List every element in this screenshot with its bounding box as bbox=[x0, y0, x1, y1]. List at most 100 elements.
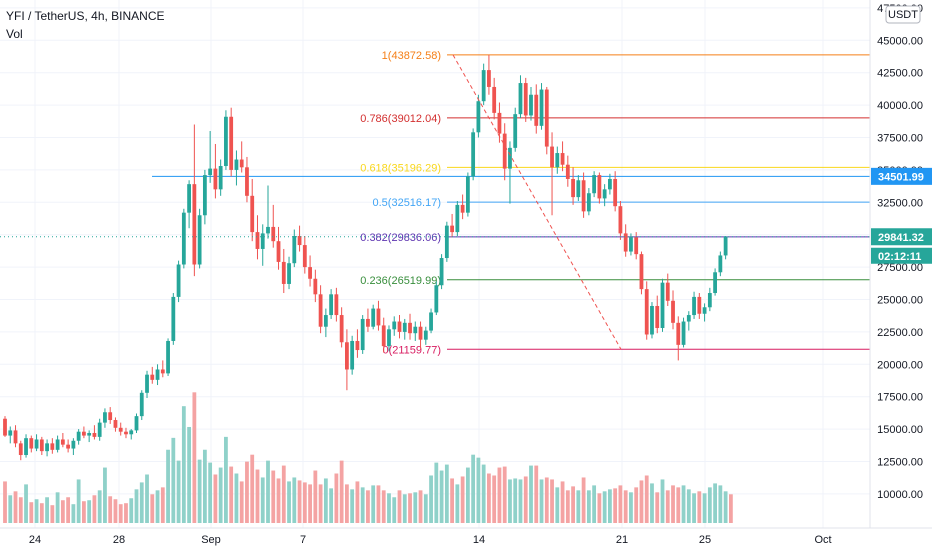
time-tick-label: 7 bbox=[300, 534, 306, 546]
volume-bar bbox=[692, 493, 696, 523]
candle-body bbox=[387, 329, 391, 347]
trend-line bbox=[452, 54, 622, 350]
volume-bar bbox=[455, 484, 460, 523]
candle-body bbox=[250, 195, 255, 233]
volume-bar bbox=[460, 476, 465, 523]
volume-bar bbox=[97, 490, 102, 523]
volume-bar bbox=[492, 475, 497, 523]
price-tick-label: 10000.00 bbox=[877, 489, 923, 501]
volume-bar bbox=[413, 492, 418, 523]
volume-bar bbox=[60, 500, 65, 523]
volume-bar bbox=[444, 464, 449, 523]
candle-body bbox=[218, 166, 223, 190]
volume-bar bbox=[187, 426, 191, 523]
volume-bar bbox=[429, 475, 433, 523]
volume-bar bbox=[50, 505, 55, 523]
candle-body bbox=[371, 308, 376, 327]
candle-body bbox=[55, 439, 60, 450]
candle-body bbox=[245, 167, 249, 196]
candle-body bbox=[408, 322, 412, 334]
candle-body bbox=[113, 420, 118, 428]
volume-bar bbox=[76, 479, 81, 523]
candle-body bbox=[255, 232, 260, 249]
candle-body bbox=[297, 235, 302, 246]
candle-body bbox=[366, 318, 370, 327]
price-tick-label: 12500.00 bbox=[877, 457, 923, 469]
candle-body bbox=[160, 369, 165, 374]
candle-body bbox=[444, 225, 449, 259]
volume-bar bbox=[181, 406, 186, 523]
currency-badge[interactable]: USDT bbox=[885, 5, 921, 24]
candle-body bbox=[18, 443, 23, 456]
candle-body bbox=[550, 146, 554, 168]
volume-bar bbox=[218, 467, 223, 523]
candle-body bbox=[60, 439, 65, 445]
candle-body bbox=[718, 255, 723, 273]
volume-bar bbox=[381, 490, 386, 523]
candle-body bbox=[313, 278, 318, 295]
candle-body bbox=[423, 330, 428, 340]
volume-bar bbox=[618, 485, 623, 523]
candle-body bbox=[681, 321, 686, 345]
volume-bar bbox=[387, 493, 391, 523]
candle-body bbox=[271, 226, 276, 242]
candle-body bbox=[565, 164, 570, 179]
time-tick-label: Sep bbox=[201, 534, 221, 546]
time-axis: 24 28 Sep 7 14 21 25 Oct bbox=[0, 527, 932, 546]
volume-bar bbox=[544, 477, 549, 523]
volume-bar bbox=[355, 481, 360, 523]
volume-bar bbox=[366, 490, 370, 523]
candle-body bbox=[213, 168, 218, 190]
candle-body bbox=[576, 180, 581, 198]
candle-body bbox=[686, 315, 691, 322]
volume-bar bbox=[602, 491, 607, 523]
volume-bar bbox=[476, 457, 481, 523]
candle-body bbox=[476, 101, 481, 133]
candle-body bbox=[381, 325, 386, 347]
candle-body bbox=[13, 430, 18, 444]
volume-bar bbox=[671, 485, 675, 523]
candle-body bbox=[66, 444, 71, 449]
fib-trend-line[interactable] bbox=[452, 54, 622, 350]
candle-body bbox=[323, 315, 328, 327]
volume-bar bbox=[245, 461, 249, 523]
price-tick-label: 25000.00 bbox=[877, 295, 923, 307]
volume-bar bbox=[129, 498, 134, 523]
volume-bar bbox=[634, 487, 639, 523]
candle-body bbox=[34, 439, 39, 449]
price-tick-label: 42500.00 bbox=[877, 68, 923, 80]
price-tick-label: 20000.00 bbox=[877, 359, 923, 371]
candle-body bbox=[208, 168, 213, 176]
volume-bar bbox=[192, 392, 197, 523]
candle-body bbox=[586, 193, 591, 212]
candle-body bbox=[402, 322, 407, 332]
candle-body bbox=[581, 180, 586, 212]
candle-body bbox=[534, 94, 539, 126]
candle-body bbox=[692, 296, 696, 316]
candle-body bbox=[197, 215, 202, 265]
volume-bar bbox=[644, 475, 649, 523]
candle-body bbox=[492, 86, 497, 113]
symbol-title: YFI / TetherUS, 4h, BINANCE bbox=[6, 9, 165, 23]
candle-body bbox=[360, 318, 365, 351]
candle-body bbox=[655, 305, 660, 329]
candle-body bbox=[24, 438, 28, 456]
volume-bar bbox=[497, 467, 502, 523]
candle-body bbox=[292, 235, 297, 264]
volume-bar bbox=[18, 497, 23, 523]
price-tick-label: 22500.00 bbox=[877, 327, 923, 339]
volume-bar bbox=[592, 485, 597, 523]
candle-body bbox=[276, 241, 281, 262]
candle-body bbox=[39, 439, 44, 452]
candle-body bbox=[229, 116, 234, 170]
price-tick-label: 45000.00 bbox=[877, 35, 923, 47]
candle-body bbox=[187, 184, 191, 213]
time-tick-label: 28 bbox=[113, 534, 125, 546]
volume-bar bbox=[555, 487, 560, 523]
candle-body bbox=[544, 89, 549, 147]
time-tick-label: 14 bbox=[473, 534, 485, 546]
volume-bar bbox=[160, 487, 165, 523]
time-tick-label: 21 bbox=[616, 534, 628, 546]
